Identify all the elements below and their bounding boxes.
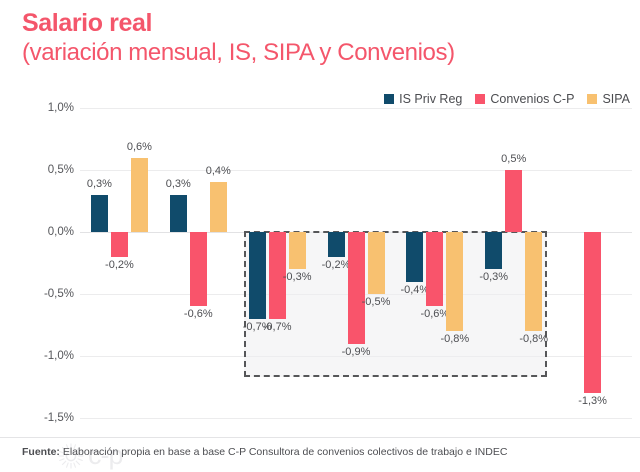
bar[interactable] (209, 182, 227, 232)
bar[interactable] (288, 232, 306, 270)
bar-value-label: -0,7% (262, 320, 292, 333)
legend-item[interactable]: IS Priv Reg (384, 92, 462, 106)
legend-swatch-icon (587, 94, 598, 104)
legend-swatch-icon (475, 94, 486, 104)
bar[interactable] (406, 232, 424, 282)
source-label: Fuente: (22, 446, 60, 458)
bar-value-label: -0,3% (282, 271, 312, 284)
bar[interactable] (485, 232, 503, 270)
bar-value-label: -0,8% (519, 333, 549, 346)
bar-value-label: -0,9% (341, 345, 371, 358)
bar-value-label: -0,3% (479, 271, 509, 284)
bar-value-label: 0,4% (205, 165, 231, 178)
bar-value-label: -0,4% (400, 283, 430, 296)
chart-plot-area: 1,0% 0,5% 0,0% -0,5% -1,0% -1,5% IS Priv Reg C… (0, 86, 640, 469)
legend-item[interactable]: Convenios C-P (475, 92, 574, 106)
bar-value-label: -1,3% (578, 395, 607, 408)
gridline (80, 170, 632, 171)
bar-value-label: -0,6% (183, 308, 213, 321)
bar-value-label: 0,6% (126, 140, 152, 153)
gridline (80, 108, 632, 109)
bar[interactable] (505, 170, 523, 232)
bar[interactable] (426, 232, 444, 307)
y-axis-tick-label: 1,0% (47, 102, 74, 114)
y-axis-tick-label: 0,0% (47, 226, 74, 238)
y-axis-tick-label: -1,0% (43, 350, 74, 362)
bar-value-label: -0,2% (321, 258, 351, 271)
legend-label: Convenios C-P (490, 92, 575, 106)
bar-value-label: 0,3% (165, 177, 191, 190)
legend-label: SIPA (602, 92, 630, 106)
bar-value-label: -0,6% (420, 308, 450, 321)
y-axis-tick-label: -1,5% (43, 412, 74, 424)
bar[interactable] (367, 232, 385, 294)
chart-legend: IS Priv Reg Convenios C-P SIPA (330, 92, 630, 106)
y-axis-tick-label: 0,5% (47, 164, 74, 176)
bar[interactable] (189, 232, 207, 307)
chart-header: Salario real (variación mensual, IS, SIP… (22, 8, 622, 67)
bar[interactable] (90, 194, 108, 232)
bar[interactable] (525, 232, 543, 332)
bar[interactable] (268, 232, 286, 319)
bar-value-label: -0,5% (361, 296, 391, 308)
bar[interactable] (130, 157, 148, 232)
bar[interactable] (446, 232, 464, 332)
bar-value-label: -0,7% (242, 320, 272, 333)
gridline (80, 418, 632, 419)
bar[interactable] (327, 232, 345, 257)
bar-value-label: 0,5% (501, 153, 527, 165)
legend-item[interactable]: SIPA (587, 92, 630, 106)
chart-bars: 0,3% -0,2% 0,6% 0,3% -0,6% 0,4% -0,7% -0,7% -0,3… (0, 86, 640, 434)
footer-divider (0, 437, 640, 438)
bar-value-label: -0,2% (105, 258, 134, 271)
bar[interactable] (584, 232, 602, 394)
bar[interactable] (347, 232, 365, 344)
source-note: Fuente: Elaboración propia en base a bas… (22, 446, 507, 458)
bar-value-label: 0,3% (86, 177, 112, 190)
page-subtitle: (variación mensual, IS, SIPA y Convenios… (22, 39, 455, 66)
bar[interactable] (169, 194, 187, 232)
legend-swatch-icon (384, 94, 395, 104)
y-axis-tick-label: -0,5% (43, 288, 74, 300)
legend-label: IS Priv Reg (399, 92, 463, 106)
bar[interactable] (248, 232, 266, 319)
page-title: Salario real (22, 9, 153, 37)
bar-value-label: -0,8% (440, 333, 470, 346)
bar[interactable] (110, 232, 128, 257)
source-text: Elaboración propia en base a base C-P Co… (59, 446, 508, 458)
